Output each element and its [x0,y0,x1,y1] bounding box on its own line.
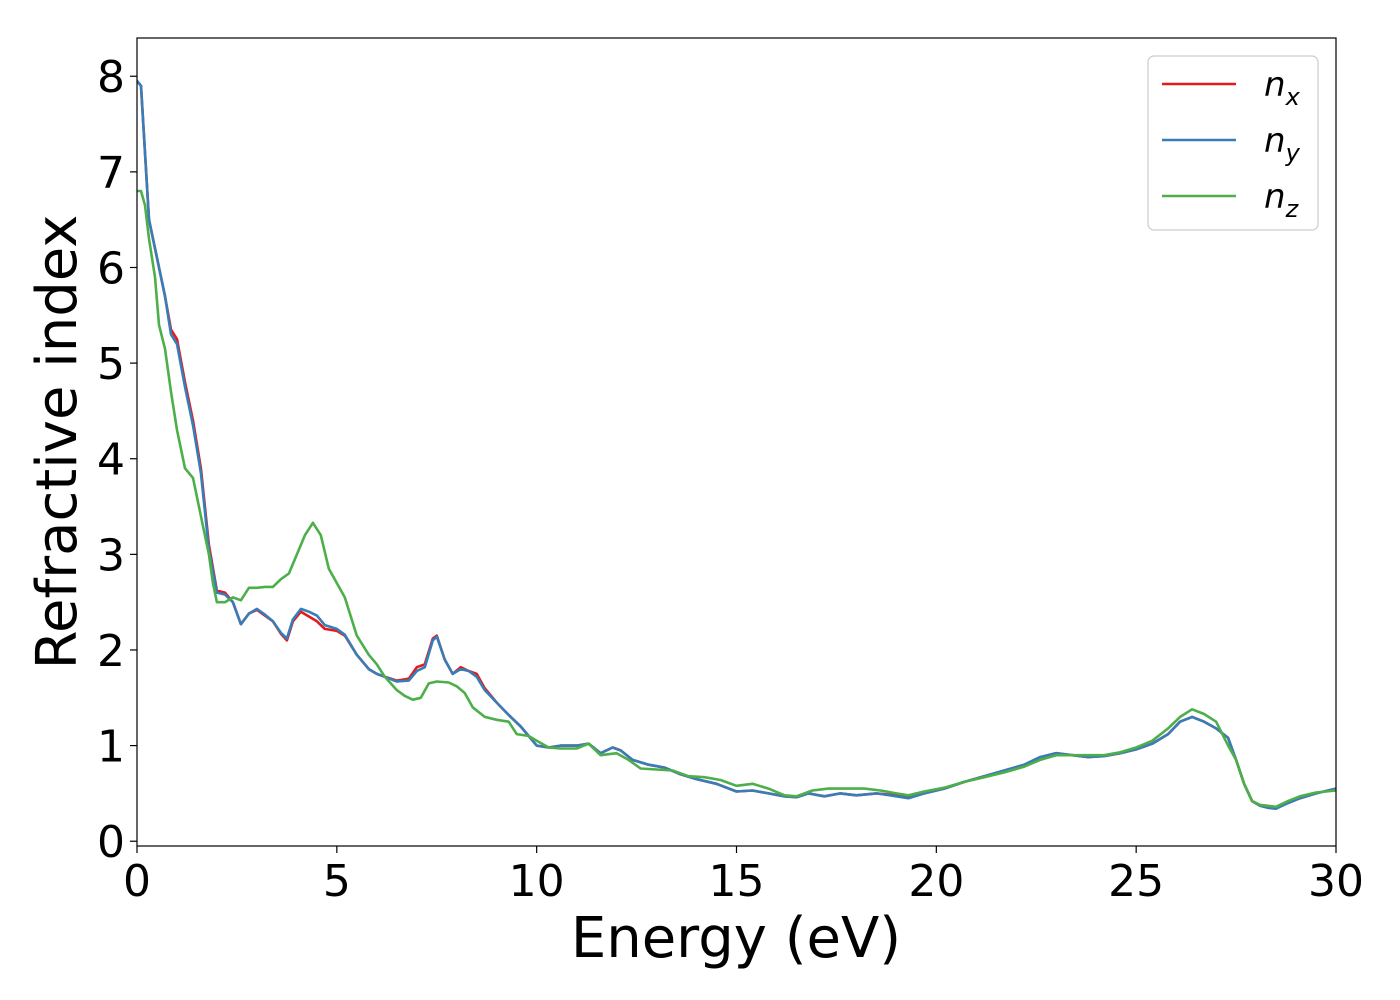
legend-label-y: ny [1264,121,1301,167]
x-tick-label: 25 [1108,856,1164,907]
legend-label-x: nx [1264,65,1301,111]
legend-label-subscript: x [1285,83,1301,111]
y-tick-label: 2 [97,626,125,677]
y-tick-label: 3 [97,530,125,581]
y-tick-label: 8 [97,52,125,103]
legend-label-main: n [1264,177,1286,217]
series-line-n-z [137,189,1336,809]
legend-box [1147,55,1319,231]
y-tick-label: 6 [97,243,125,294]
y-tick-label: 5 [97,339,125,390]
legend-label-z: nz [1264,177,1300,223]
legend-label-subscript: z [1285,195,1300,223]
y-axis-ticks: 0 1 2 3 4 5 6 7 8 [97,52,137,868]
x-tick-label: 15 [709,856,765,907]
x-tick-label: 20 [908,856,964,907]
y-tick-label: 7 [97,148,125,199]
y-axis-title: Refractive index [25,215,90,670]
series-layer [137,79,1336,810]
y-tick-label: 4 [97,435,125,486]
x-tick-label: 0 [123,856,151,907]
legend-label-main: n [1264,121,1286,161]
x-axis-title: Energy (eV) [571,906,901,971]
x-tick-label: 10 [509,856,565,907]
x-axis-ticks: 0 5 10 15 20 25 30 [123,846,1364,907]
y-tick-label: 0 [97,817,125,868]
x-tick-label: 5 [323,856,351,907]
legend-label-main: n [1264,65,1286,105]
legend-label-subscript: y [1285,139,1301,167]
series-line-n-y [137,79,1336,810]
x-tick-label: 30 [1308,856,1364,907]
y-tick-label: 1 [97,722,125,773]
